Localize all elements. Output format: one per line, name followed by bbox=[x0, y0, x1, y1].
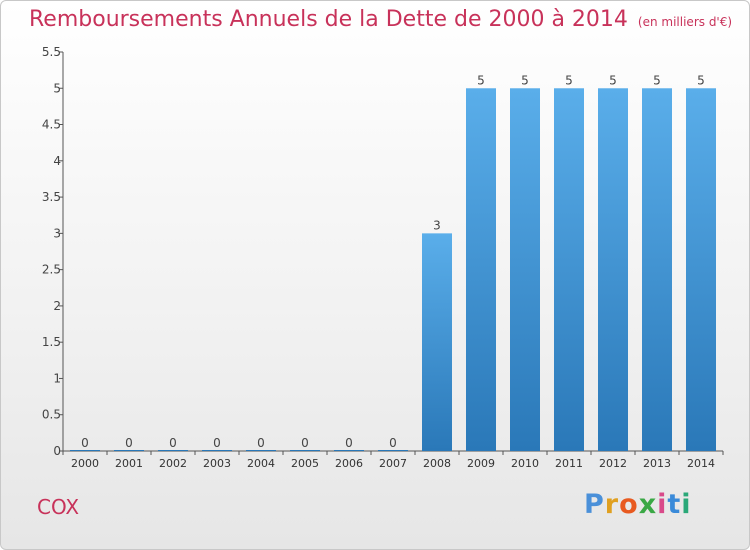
y-tick-label: 4.5 bbox=[42, 118, 61, 132]
y-tick-label: 4 bbox=[53, 154, 61, 168]
x-tick-label: 2007 bbox=[379, 457, 407, 470]
logo-letter: P bbox=[584, 489, 605, 520]
bar-value-label: 5 bbox=[697, 73, 705, 87]
logo-letter: o bbox=[619, 489, 639, 520]
x-axis: 2000 2001 2002 2003 2004 2005 2006 2007 2008 2009… bbox=[62, 450, 724, 470]
x-tick-label: 2012 bbox=[599, 457, 627, 470]
bar bbox=[466, 88, 496, 451]
x-tick-label: 2006 bbox=[335, 457, 363, 470]
logo-letter: t bbox=[667, 489, 682, 520]
commune-name: COX bbox=[37, 495, 80, 519]
bar-value-label: 0 bbox=[389, 436, 397, 450]
bars bbox=[70, 88, 716, 451]
bar-value-label: 5 bbox=[565, 73, 573, 87]
bar bbox=[334, 450, 364, 451]
bar bbox=[554, 88, 584, 451]
bar-value-label: 0 bbox=[257, 436, 265, 450]
bar bbox=[246, 450, 276, 451]
bar-value-label: 0 bbox=[213, 436, 221, 450]
y-tick-label: 3 bbox=[53, 226, 61, 240]
y-tick-label: 3.5 bbox=[42, 190, 61, 204]
chart-title: Remboursements Annuels de la Dette de 20… bbox=[29, 7, 732, 32]
y-tick-label: 2.5 bbox=[42, 263, 61, 277]
x-tick-label: 2010 bbox=[511, 457, 539, 470]
y-tick-label: 1.5 bbox=[42, 335, 61, 349]
y-tick-label: 0.5 bbox=[42, 408, 61, 422]
logo-letter: i bbox=[681, 489, 692, 520]
bar bbox=[290, 450, 320, 451]
logo-letter: i bbox=[657, 489, 668, 520]
logo-letter: r bbox=[604, 489, 620, 520]
x-tick-label: 2011 bbox=[555, 457, 583, 470]
bar-value-label: 0 bbox=[125, 436, 133, 450]
chart-title-text: Remboursements Annuels de la Dette de 20… bbox=[29, 7, 628, 32]
x-tick-label: 2001 bbox=[115, 457, 143, 470]
logo-letter: x bbox=[638, 489, 658, 520]
x-tick-label: 2008 bbox=[423, 457, 451, 470]
bar bbox=[686, 88, 716, 451]
bar-value-label: 5 bbox=[609, 73, 617, 87]
x-tick-label: 2005 bbox=[291, 457, 319, 470]
bar-value-label: 0 bbox=[169, 436, 177, 450]
x-tick-label: 2004 bbox=[247, 457, 275, 470]
y-tick-label: 2 bbox=[53, 299, 61, 313]
bar bbox=[378, 450, 408, 451]
x-tick-label: 2003 bbox=[203, 457, 231, 470]
y-tick-label: 5.5 bbox=[42, 45, 61, 59]
x-tick-label: 2013 bbox=[643, 457, 671, 470]
proxiti-logo: Proxiti bbox=[584, 489, 692, 520]
bar-value-label: 0 bbox=[81, 436, 89, 450]
bar bbox=[202, 450, 232, 451]
bar-value-label: 5 bbox=[521, 73, 529, 87]
x-tick-label: 2014 bbox=[687, 457, 715, 470]
y-tick-label: 0 bbox=[53, 444, 61, 458]
x-tick-label: 2000 bbox=[71, 457, 99, 470]
bar bbox=[510, 88, 540, 451]
bar bbox=[158, 450, 188, 451]
y-tick-label: 1 bbox=[53, 371, 61, 385]
bar bbox=[642, 88, 672, 451]
bar bbox=[114, 450, 144, 451]
bar-value-label: 5 bbox=[477, 73, 485, 87]
x-tick-label: 2009 bbox=[467, 457, 495, 470]
bar bbox=[598, 88, 628, 451]
bar-value-label: 5 bbox=[653, 73, 661, 87]
y-axis: 0 0.5 1 1.5 2 2.5 3 3.5 4 4.5 5 5.5 bbox=[42, 45, 64, 458]
value-labels: 0 0 0 0 0 0 0 0 3 5 5 5 5 5 5 bbox=[81, 73, 705, 450]
bar-value-label: 0 bbox=[345, 436, 353, 450]
y-tick-label: 5 bbox=[53, 81, 61, 95]
x-tick-label: 2002 bbox=[159, 457, 187, 470]
bar-value-label: 3 bbox=[433, 218, 441, 232]
unit-label: (en milliers d'€) bbox=[637, 15, 733, 29]
bar bbox=[422, 233, 452, 451]
bar-value-label: 0 bbox=[301, 436, 309, 450]
bar bbox=[70, 450, 100, 451]
